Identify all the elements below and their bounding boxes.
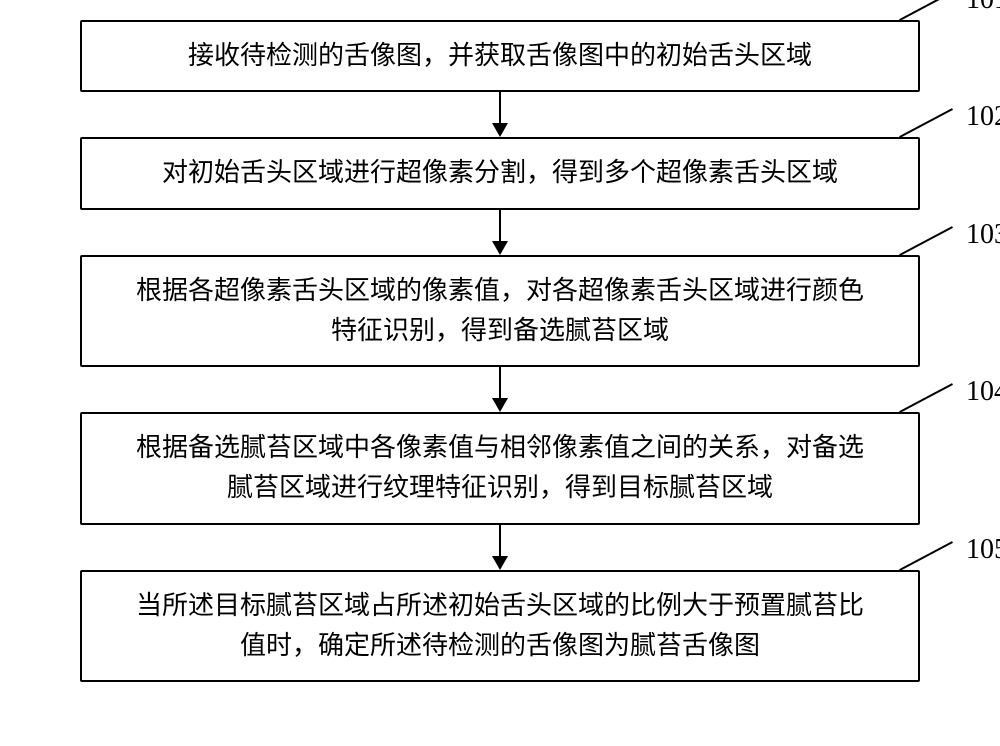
step-104-label: 104: [966, 376, 1000, 408]
step-101-container: 接收待检测的舌像图，并获取舌像图中的初始舌头区域 101: [60, 20, 940, 92]
step-103-container: 根据各超像素舌头区域的像素值，对各超像素舌头区域进行颜色 特征识别，得到备选腻苔…: [60, 255, 940, 368]
step-102-connector: [892, 94, 953, 138]
step-102-label: 102: [966, 101, 1000, 133]
arrow-head-icon: [492, 123, 508, 137]
step-101-label: 101: [966, 0, 1000, 16]
arrow-4: [492, 525, 508, 570]
arrow-shaft: [499, 92, 501, 124]
arrow-3: [492, 367, 508, 412]
flowchart-diagram: 接收待检测的舌像图，并获取舌像图中的初始舌头区域 101 对初始舌头区域进行超像…: [60, 20, 940, 682]
step-103-box: 根据各超像素舌头区域的像素值，对各超像素舌头区域进行颜色 特征识别，得到备选腻苔…: [80, 255, 920, 368]
step-102-box: 对初始舌头区域进行超像素分割，得到多个超像素舌头区域: [80, 137, 920, 209]
arrow-2: [492, 210, 508, 255]
step-101-box: 接收待检测的舌像图，并获取舌像图中的初始舌头区域: [80, 20, 920, 92]
step-103-text: 根据各超像素舌头区域的像素值，对各超像素舌头区域进行颜色 特征识别，得到备选腻苔…: [136, 271, 864, 352]
arrow-shaft: [499, 210, 501, 242]
step-102-container: 对初始舌头区域进行超像素分割，得到多个超像素舌头区域 102: [60, 137, 940, 209]
step-105-text: 当所述目标腻苔区域占所述初始舌头区域的比例大于预置腻苔比 值时，确定所述待检测的…: [136, 586, 864, 667]
step-101-text: 接收待检测的舌像图，并获取舌像图中的初始舌头区域: [188, 36, 812, 76]
step-105-container: 当所述目标腻苔区域占所述初始舌头区域的比例大于预置腻苔比 值时，确定所述待检测的…: [60, 570, 940, 683]
step-104-text: 根据备选腻苔区域中各像素值与相邻像素值之间的关系，对备选 腻苔区域进行纹理特征识…: [136, 428, 864, 509]
step-105-box: 当所述目标腻苔区域占所述初始舌头区域的比例大于预置腻苔比 值时，确定所述待检测的…: [80, 570, 920, 683]
arrow-head-icon: [492, 556, 508, 570]
step-101-connector: [892, 0, 953, 21]
arrow-head-icon: [492, 398, 508, 412]
step-104-connector: [892, 369, 953, 413]
arrow-shaft: [499, 367, 501, 399]
step-104-container: 根据备选腻苔区域中各像素值与相邻像素值之间的关系，对备选 腻苔区域进行纹理特征识…: [60, 412, 940, 525]
step-104-box: 根据备选腻苔区域中各像素值与相邻像素值之间的关系，对备选 腻苔区域进行纹理特征识…: [80, 412, 920, 525]
step-105-label: 105: [966, 534, 1000, 566]
arrow-1: [492, 92, 508, 137]
step-103-connector: [892, 212, 953, 256]
arrow-head-icon: [492, 241, 508, 255]
step-102-text: 对初始舌头区域进行超像素分割，得到多个超像素舌头区域: [162, 153, 838, 193]
arrow-shaft: [499, 525, 501, 557]
step-103-label: 103: [966, 219, 1000, 251]
step-105-connector: [892, 527, 953, 571]
